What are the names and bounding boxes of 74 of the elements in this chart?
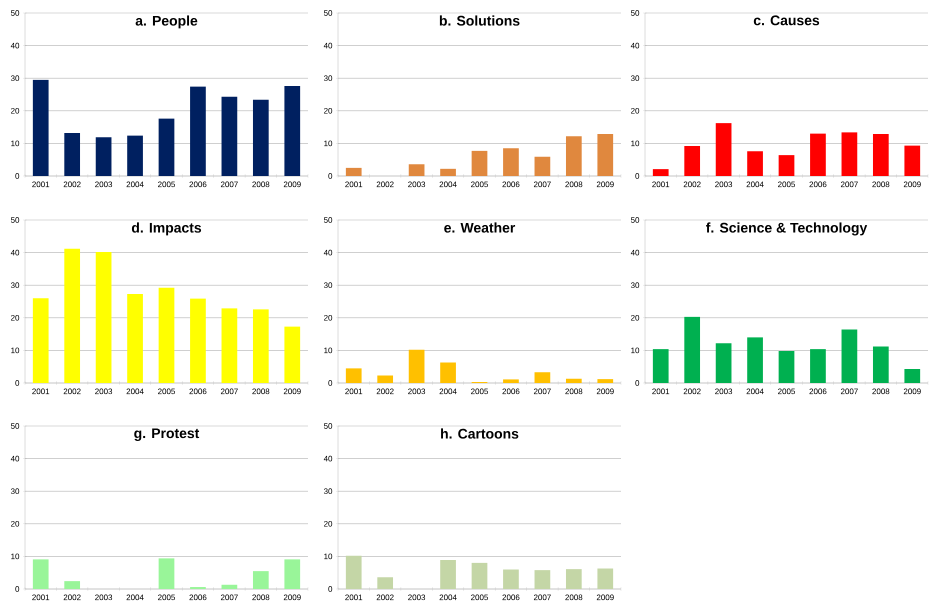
bar <box>716 123 732 176</box>
bar <box>190 298 206 383</box>
bar <box>222 96 238 176</box>
bar <box>252 100 269 176</box>
bar <box>904 146 920 176</box>
bar <box>597 379 614 383</box>
bar <box>597 568 614 589</box>
bar <box>64 581 80 589</box>
bar <box>472 562 488 589</box>
bar <box>810 349 826 383</box>
bar <box>127 136 143 176</box>
bar <box>284 326 300 383</box>
bar <box>566 569 582 589</box>
bar <box>408 164 424 176</box>
bar <box>778 155 794 176</box>
chart-title: a. People <box>136 15 198 28</box>
chart-title: c. Causes <box>754 15 820 26</box>
bar <box>534 156 550 176</box>
bar <box>872 346 889 383</box>
bar <box>32 80 49 176</box>
bar <box>222 308 238 383</box>
bar <box>472 150 488 176</box>
chart-title: g. Protest <box>134 428 200 441</box>
bar <box>842 132 858 176</box>
bar <box>284 559 300 589</box>
bar <box>252 309 269 383</box>
bar <box>778 351 794 383</box>
bar <box>503 379 519 383</box>
bar <box>503 148 519 176</box>
bar <box>684 146 700 176</box>
bar <box>346 368 362 383</box>
bar <box>872 134 889 176</box>
bar <box>346 168 362 176</box>
bar <box>408 350 424 383</box>
bar <box>284 86 300 176</box>
chart-title: b. Solutions <box>440 15 520 26</box>
bar <box>127 294 143 383</box>
bar <box>32 559 49 589</box>
bar <box>566 136 582 176</box>
bar <box>747 337 763 383</box>
bar <box>747 151 763 176</box>
bar <box>440 168 456 176</box>
bar <box>190 86 206 176</box>
bar <box>158 288 174 383</box>
bar <box>534 372 550 383</box>
bar <box>684 316 700 383</box>
bar <box>346 556 362 589</box>
bar <box>96 252 112 383</box>
bar <box>96 137 112 176</box>
bar <box>64 132 80 176</box>
bar <box>32 298 49 383</box>
bar <box>252 571 269 589</box>
bar <box>503 569 519 589</box>
bar <box>716 343 732 383</box>
bar <box>377 577 394 589</box>
bar <box>652 349 669 383</box>
chart-title: d. Impacts <box>132 222 202 236</box>
chart-title: h. Cartoons <box>441 428 518 439</box>
bar <box>222 584 238 589</box>
bar <box>64 248 80 383</box>
bar <box>904 368 920 383</box>
bar <box>377 376 394 383</box>
bar <box>534 570 550 589</box>
chart-title: f. Science & Technology <box>706 222 868 236</box>
bar <box>440 362 456 383</box>
bar <box>652 169 669 176</box>
bar <box>158 118 174 176</box>
chart-title: e. Weather <box>444 222 516 233</box>
bar <box>566 378 582 383</box>
bar <box>810 134 826 176</box>
bar <box>158 558 174 589</box>
bar <box>597 134 614 176</box>
bar <box>440 560 456 589</box>
bar <box>842 330 858 383</box>
